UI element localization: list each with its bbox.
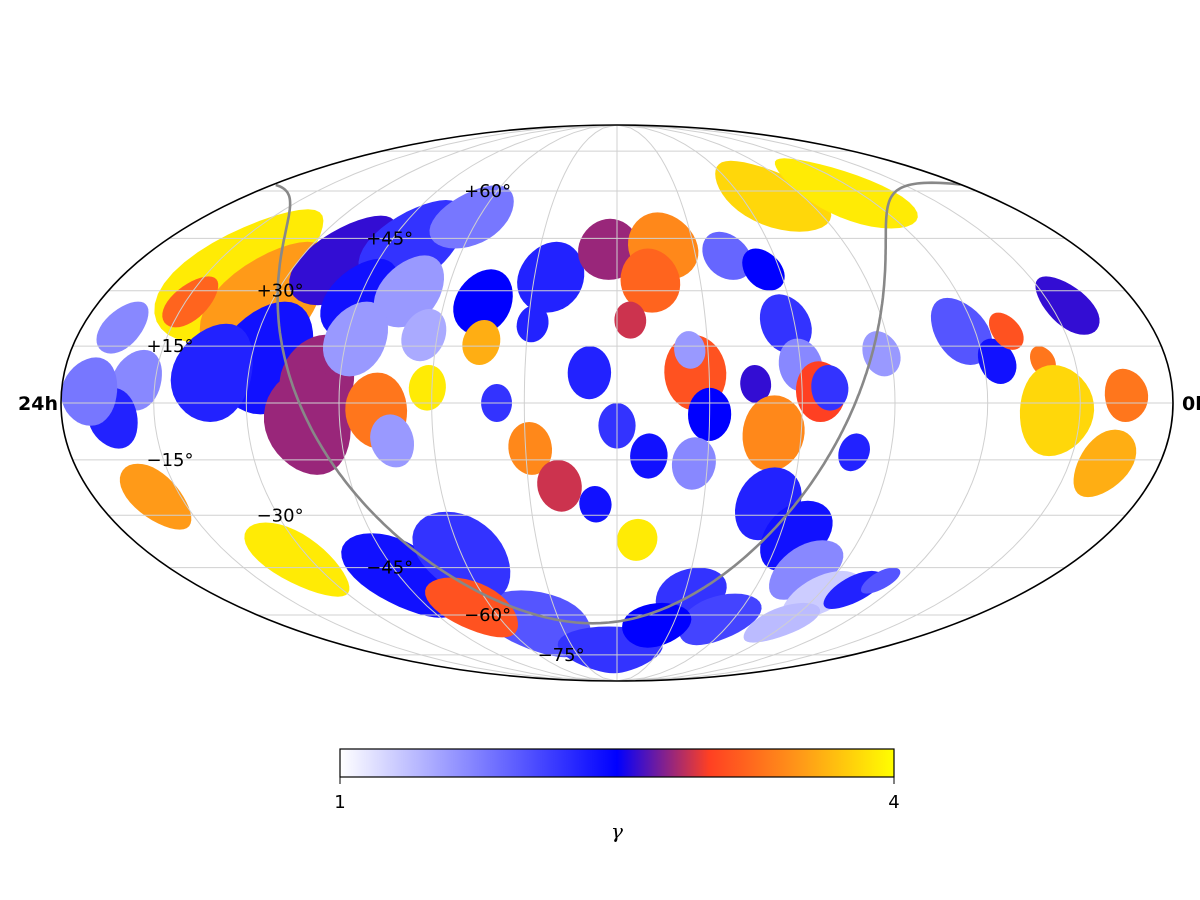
intensity-patch <box>508 422 552 475</box>
intensity-patch <box>323 301 388 377</box>
dec-label: −60° <box>464 605 511 626</box>
graticule-meridian <box>616 125 1081 681</box>
colorbar-gradient <box>339 748 895 778</box>
colorbar: 1 4 γ <box>334 748 900 843</box>
ra-label-right: 0h <box>1182 393 1200 415</box>
graticule-meridian <box>616 125 989 681</box>
dec-label: +45° <box>366 228 413 249</box>
intensity-patch <box>517 241 585 313</box>
intensity-patch <box>742 395 805 472</box>
graticule-meridian <box>245 125 618 681</box>
intensity-patch <box>408 365 446 411</box>
intensity-patch <box>119 463 192 530</box>
intensity-patch <box>622 602 692 648</box>
graticule-meridian <box>616 125 896 681</box>
colorbar-max-label: 4 <box>888 792 899 813</box>
galactic-plane-line <box>275 181 961 625</box>
intensity-patch <box>977 338 1017 384</box>
dec-label: +30° <box>257 281 304 302</box>
intensity-patch <box>614 301 647 339</box>
graticule-meridian <box>431 125 618 681</box>
intensity-patch <box>1073 429 1137 498</box>
graticule-meridian <box>153 125 618 681</box>
ra-label-left: 24h <box>18 393 58 415</box>
dec-label: −45° <box>366 558 413 579</box>
intensity-patch <box>930 297 993 365</box>
intensity-patch <box>715 160 832 232</box>
graticule <box>61 125 1173 681</box>
intensity-patch <box>742 248 785 291</box>
intensity-patch <box>370 414 414 468</box>
dec-label: −15° <box>147 450 194 471</box>
dec-label: −30° <box>257 505 304 526</box>
intensity-patch <box>861 567 901 594</box>
intensity-patch <box>769 540 844 600</box>
intensity-patch <box>244 522 350 597</box>
intensity-patch <box>462 320 501 365</box>
graticule-meridian <box>338 125 618 681</box>
graticule-meridian <box>523 125 618 681</box>
intensity-patch <box>1019 365 1095 457</box>
intensity-patch <box>567 346 612 400</box>
intensity-patch <box>630 433 668 479</box>
intensity-patch <box>674 331 706 369</box>
intensity-patch <box>537 459 582 512</box>
dec-label: +60° <box>464 181 511 202</box>
intensity-patch <box>425 577 518 638</box>
colorbar-title: γ <box>611 819 623 843</box>
intensity-patch <box>579 486 612 523</box>
intensity-patch <box>989 312 1024 350</box>
dec-label: +15° <box>147 336 194 357</box>
intensity-patch <box>1104 368 1149 422</box>
graticule-meridian <box>616 125 803 681</box>
intensity-patch <box>671 437 716 490</box>
intensity-patch <box>429 185 514 249</box>
intensity-patch <box>453 269 513 335</box>
intensity-patch <box>774 158 918 229</box>
intensity-patch <box>412 511 511 600</box>
intensity-patch <box>838 433 870 472</box>
intensity-patch <box>862 331 901 377</box>
intensity-patch <box>678 593 762 646</box>
colorbar-min-label: 1 <box>334 792 345 813</box>
intensity-patch <box>170 323 253 422</box>
graticule-meridian <box>616 125 711 681</box>
intensity-patch <box>617 518 658 561</box>
intensity-patch <box>96 301 149 354</box>
intensity-patch <box>740 365 772 403</box>
intensity-patch <box>620 248 681 313</box>
intensity-patch <box>61 357 118 426</box>
intensity-patch <box>162 276 219 328</box>
intensity-patch <box>702 231 753 280</box>
intensity-patch <box>811 365 849 411</box>
intensity-patch <box>516 305 549 343</box>
map-boundary <box>60 124 1174 682</box>
intensity-patches <box>61 158 1149 674</box>
dec-label: −75° <box>538 645 585 666</box>
declination-labels: +60° +45° +30° +15° −15° −30° −45° −60° −75° <box>147 181 585 666</box>
intensity-patch <box>743 602 821 643</box>
intensity-patch <box>1035 276 1100 335</box>
